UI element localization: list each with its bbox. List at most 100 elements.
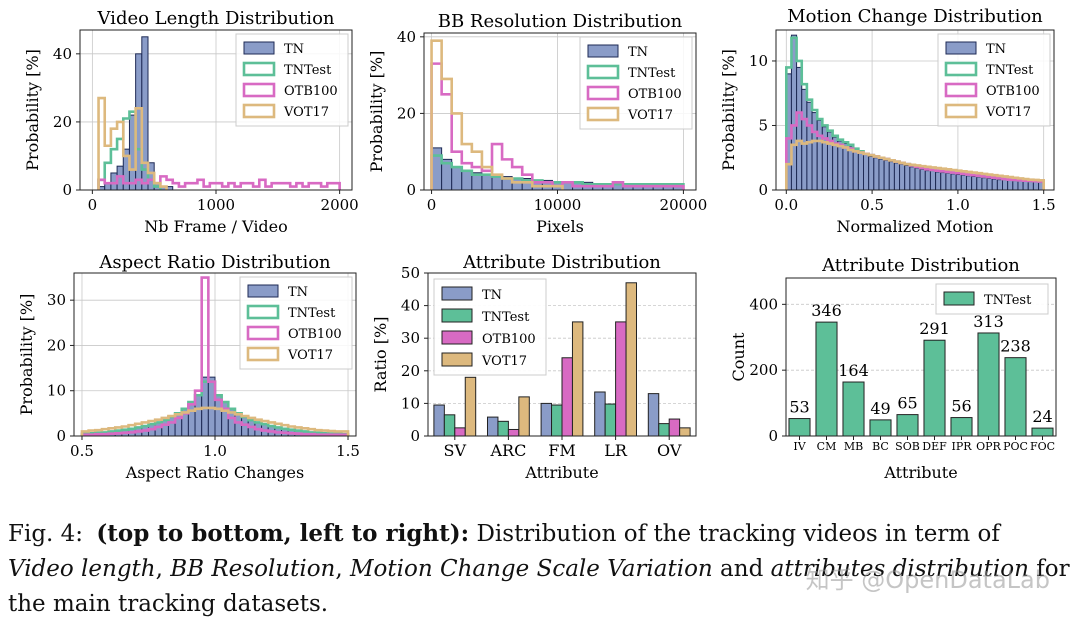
y-axis-label: Probability [%] — [23, 49, 42, 171]
bar-TN — [857, 150, 865, 191]
legend-swatch-TNTest — [586, 64, 620, 80]
bar-TN — [904, 164, 911, 191]
legend-swatch-TNTest — [242, 61, 276, 77]
x-tick-label: SV — [444, 441, 467, 460]
y-tick-label: 20 — [47, 336, 66, 354]
chart-c5: Attribute Distribution Attribute Ratio [%]… — [371, 252, 697, 482]
figure-panel: Video Length Distribution Nb Frame / Vide… — [17, 6, 1057, 482]
legend-label-OTB100: OTB100 — [288, 327, 342, 342]
legend-swatch-VOT17 — [246, 346, 280, 362]
x-tick-label: CM — [817, 440, 837, 453]
bar-TN — [1032, 181, 1040, 191]
bar-TNTest-OV — [658, 423, 670, 437]
legend-swatch-OTB100 — [242, 82, 276, 98]
chart-title: Video Length Distribution — [97, 8, 335, 29]
bar-TN — [950, 173, 957, 191]
y-tick-label: 0 — [56, 427, 66, 445]
bar-TN — [924, 170, 931, 191]
chart-c3: Motion Change Distribution Normalized Mot… — [719, 6, 1056, 236]
x-axis-label: Attribute — [524, 463, 598, 482]
bar-TN-OV — [647, 393, 660, 437]
chart-c1: Video Length Distribution Nb Frame / Vide… — [23, 8, 359, 236]
x-tick-label: ARC — [489, 441, 526, 460]
legend-label-TN: TN — [628, 45, 648, 60]
bar-OTB100-SV — [454, 427, 466, 437]
legend-swatch-TNTest — [246, 304, 280, 320]
x-tick-label: 1.0 — [203, 442, 227, 460]
bar-OTB100-LR — [615, 321, 627, 437]
bar-TNTest-IPR — [950, 417, 973, 437]
plot-frame — [785, 277, 1057, 437]
bar-TN — [919, 168, 926, 191]
data-label: 53 — [789, 398, 809, 417]
x-axis-label: Normalized Motion — [837, 217, 994, 236]
legend-label-OTB100: OTB100 — [482, 332, 536, 347]
bar-TNTest-FOC — [1031, 427, 1054, 437]
x-axis-label: Nb Frame / Video — [144, 217, 288, 236]
bar-TN-FM — [540, 402, 553, 437]
data-label: 313 — [973, 312, 1004, 331]
legend-label-VOT17: VOT17 — [287, 348, 333, 363]
bar-TN — [965, 175, 973, 191]
bar-TN — [929, 170, 937, 191]
x-tick-label: 10000 — [534, 196, 582, 214]
bar-TN — [461, 170, 473, 191]
caption-italic-scale-variation: Scale Variation — [536, 556, 713, 582]
x-axis-label: Attribute — [883, 463, 957, 482]
legend: TNTest — [935, 283, 1049, 315]
data-label: 164 — [838, 361, 869, 380]
y-tick-label: 200 — [749, 361, 778, 379]
bar-TN — [806, 101, 813, 191]
legend-swatch-OTB100 — [586, 85, 620, 101]
legend-swatch-TN — [247, 284, 279, 298]
bar-TNTest-SV — [443, 414, 456, 437]
legend-label-VOT17: VOT17 — [627, 108, 673, 123]
series-line-VOT17 — [97, 96, 168, 190]
legend-label-OTB100: OTB100 — [284, 84, 338, 99]
bar-TN — [960, 174, 967, 191]
bar-TN — [481, 174, 493, 191]
bar-TN — [1017, 180, 1024, 191]
bar-TN — [451, 166, 463, 191]
bar-TN — [909, 166, 916, 191]
chart-c4: Aspect Ratio Distribution Aspect Ratio Ch… — [17, 252, 360, 482]
x-tick-label: 2000 — [321, 196, 359, 214]
caption-label: Fig. 4: — [8, 521, 84, 547]
series-line-OTB100 — [80, 276, 350, 436]
legend-swatch-VOT17 — [242, 103, 276, 119]
bar-OTB100-ARC — [507, 428, 520, 437]
chart-title: BB Resolution Distribution — [438, 11, 683, 32]
x-tick-label: 1.5 — [1032, 196, 1056, 214]
caption-bold-text: (top to bottom, left to right): — [96, 520, 470, 547]
bar-TN — [996, 179, 1004, 191]
chart-c6: Attribute Distribution Attribute Count 53 34… — [729, 255, 1057, 482]
bar-TN — [899, 163, 906, 191]
bar-TN — [945, 172, 952, 191]
legend-label-OTB100: OTB100 — [986, 84, 1040, 99]
y-tick-label: 20 — [397, 104, 416, 122]
series-line-VOT17 — [430, 39, 564, 190]
legend: TN TNTest OTB100 VOT17 — [937, 33, 1051, 127]
bar-TNTest-CM — [815, 321, 838, 437]
x-tick-label: 1.5 — [336, 442, 360, 460]
y-axis-label: Ratio [%] — [371, 317, 390, 393]
y-tick-label: 400 — [749, 295, 778, 313]
x-tick-label: 0 — [88, 196, 98, 214]
legend-swatch-TN — [587, 44, 619, 58]
y-tick-label: 20 — [53, 113, 72, 131]
y-tick-label: 40 — [397, 28, 416, 46]
legend-swatch-TNTest — [943, 291, 975, 306]
bar-VOT17-LR — [625, 282, 638, 437]
legend-swatch-TNTest — [944, 61, 978, 77]
legend-swatch-VOT17 — [441, 352, 473, 367]
caption-and: and — [720, 556, 764, 582]
x-tick-label: 0.5 — [70, 442, 94, 460]
bar-TN — [883, 159, 890, 191]
x-tick-label: LR — [604, 441, 628, 460]
bar-TN — [893, 162, 901, 191]
legend-label-TN: TN — [288, 285, 308, 300]
bar-TNTest-ARC — [497, 420, 509, 437]
data-label: 346 — [811, 301, 842, 320]
data-label: 56 — [951, 397, 971, 416]
y-tick-label: 0 — [768, 427, 778, 445]
